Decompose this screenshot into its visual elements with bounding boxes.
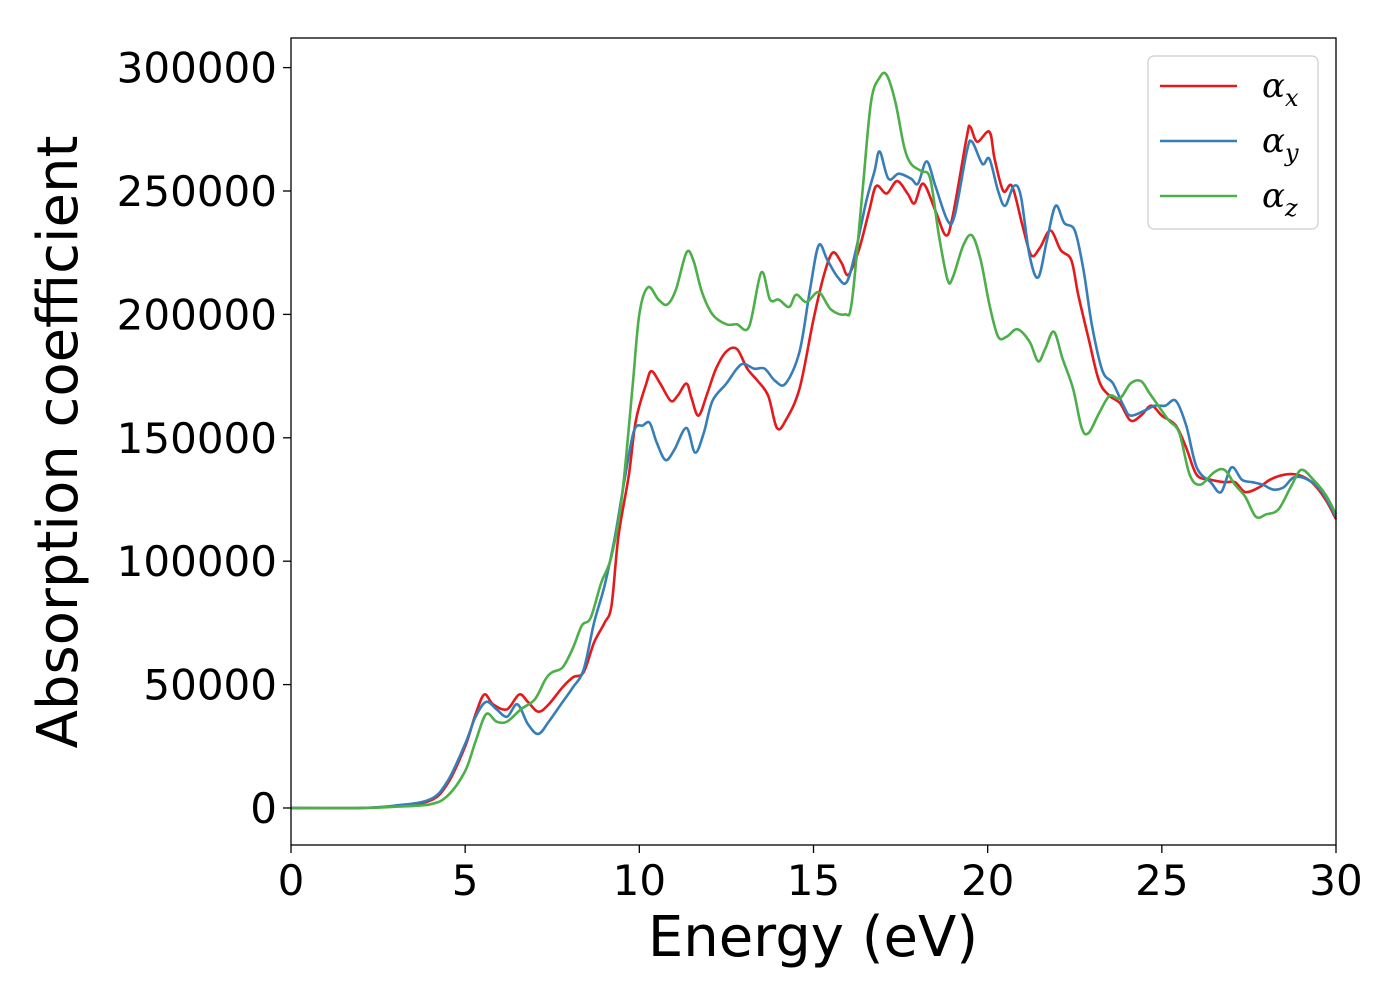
x-tick-label: 0 xyxy=(278,856,305,905)
y-tick-label: 50000 xyxy=(143,661,277,710)
legend-box xyxy=(1147,55,1319,230)
legend-label-alpha-y: αy xyxy=(1262,121,1299,167)
x-tick-label: 10 xyxy=(613,856,666,905)
x-tick-label: 15 xyxy=(787,856,840,905)
y-tick-label: 250000 xyxy=(117,167,277,216)
series-line-alpha-z xyxy=(290,71,1338,810)
y-tick-label: 0 xyxy=(250,784,277,833)
series-line-alpha-y xyxy=(290,139,1338,810)
y-tick-label: 200000 xyxy=(117,290,277,339)
x-axis-title: Energy (eV) xyxy=(648,905,978,970)
x-tick-label: 30 xyxy=(1309,856,1362,905)
legend-label-alpha-z: αz xyxy=(1262,176,1298,222)
x-tick-label: 25 xyxy=(1135,856,1188,905)
y-axis: 0 50000 100000 150000 200000 250000 300000 xyxy=(117,44,291,833)
y-tick-label: 100000 xyxy=(117,537,277,586)
y-axis-title: Absorption coefficient xyxy=(26,136,91,749)
series-layer xyxy=(290,71,1338,810)
legend-label-alpha-x: αx xyxy=(1262,66,1299,112)
legend: αx αy αz xyxy=(1147,55,1319,230)
x-axis: 0 5 10 15 20 25 30 xyxy=(278,845,1363,905)
y-tick-label: 300000 xyxy=(117,44,277,93)
x-tick-label: 5 xyxy=(452,856,479,905)
x-tick-label: 20 xyxy=(961,856,1014,905)
y-tick-label: 150000 xyxy=(117,414,277,463)
